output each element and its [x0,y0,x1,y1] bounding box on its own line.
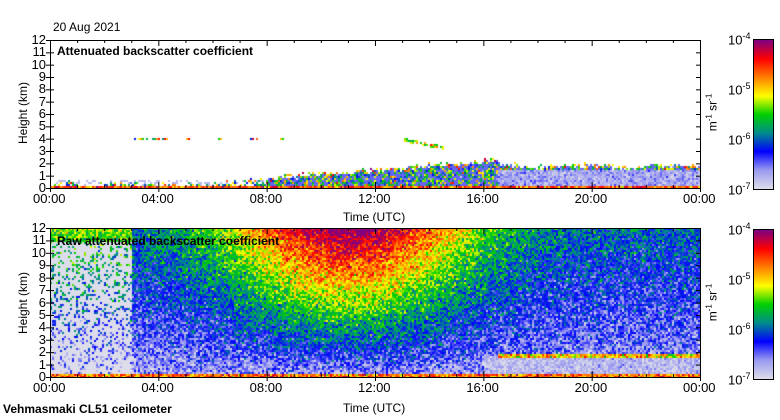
tick-base: 10 [728,82,743,98]
y-tick-label: 1 [38,356,46,372]
xlabel-bottom: Time (UTC) [343,401,406,415]
y-tick-label: 2 [38,155,46,171]
x-tick-label: 12:00 [358,380,391,395]
unit-m: m [705,121,720,132]
tick-base: 10 [728,132,743,148]
colorbar-tick-label: 10-6 [728,321,750,337]
xlabel-top: Time (UTC) [343,210,406,224]
tick-exponent: -6 [742,321,751,331]
y-tick-label: 8 [38,269,46,285]
tick-base: 10 [728,222,743,238]
tick-base: 10 [728,182,743,198]
x-tick-label: 04:00 [141,191,174,206]
y-tick-label: 6 [38,106,46,121]
x-tick-label: 08:00 [249,191,283,206]
colorbar-tick-label: 10-6 [728,131,750,147]
y-tick-label: 0 [38,180,46,195]
unit-exp: -1 [704,114,714,122]
x-tick-label: 00:00 [33,380,66,395]
panel-title-raw: Raw attenuated backscatter coefficient [57,234,280,248]
y-tick-label: 5 [38,118,46,134]
y-tick-label: 5 [38,306,46,322]
y-tick-label: 11 [32,44,47,60]
colorbar-tick-label: 10-5 [728,271,750,287]
unit-m: m [705,311,720,322]
colorbar-units: m-1 sr-1 [704,94,719,132]
colorbar-top [753,39,774,190]
colorbar-units: m-1 sr-1 [704,284,719,322]
y-tick-label: 2 [38,344,46,360]
plot-frame [50,228,701,378]
tick-exponent: -5 [742,81,751,91]
unit-exp: -1 [704,93,714,101]
tick-exponent: -4 [742,31,751,41]
y-tick-label: 6 [38,294,46,310]
heatmap-attenuated-backscatter [50,40,700,188]
colorbar-tick-label: 10-5 [728,81,750,97]
colorbar-bottom [753,229,774,380]
y-tick-label: 9 [38,69,46,84]
plot-frame [50,40,701,189]
x-tick-label: 00:00 [683,380,716,395]
x-tick-label: 00:00 [683,191,716,206]
x-tick-label: 00:00 [33,191,66,206]
tick-base: 10 [728,32,743,48]
x-tick-label: 16:00 [466,191,499,206]
y-tick-label: 4 [38,130,46,146]
y-tick-label: 12 [31,220,46,235]
tick-exponent: -7 [742,371,751,381]
tick-base: 10 [728,322,743,338]
heatmap-raw-backscatter [50,228,700,377]
y-tick-label: 1 [38,167,46,183]
y-tick-label: 10 [31,56,46,72]
y-tick-label: 8 [38,81,46,97]
x-tick-label: 04:00 [141,380,174,395]
tick-exponent: -5 [742,271,751,281]
x-tick-label: 16:00 [466,380,499,395]
colorbar-tick-label: 10-7 [728,371,750,387]
x-tick-label: 20:00 [574,380,608,395]
y-tick-label: 12 [31,32,46,47]
unit-sr: sr [705,100,720,115]
y-tick-label: 11 [32,232,47,248]
x-tick-label: 12:00 [358,191,391,206]
instrument-label: Vehmasmaki CL51 ceilometer [3,402,172,416]
tick-base: 10 [728,372,743,388]
x-tick-label: 08:00 [249,380,283,395]
y-tick-label: 3 [38,143,46,158]
colorbar-tick-label: 10-4 [728,31,750,47]
unit-exp: -1 [704,304,714,312]
y-tick-label: 0 [38,369,46,384]
colorbar-tick-label: 10-7 [728,181,750,197]
tick-exponent: -6 [742,131,751,141]
date-label: 20 Aug 2021 [53,20,121,34]
x-tick-label: 20:00 [574,191,608,206]
unit-sr: sr [705,290,720,305]
y-tick-label: 7 [38,282,46,298]
unit-exp: -1 [704,283,714,291]
tick-exponent: -7 [742,181,751,191]
panel-title-attenuated: Attenuated backscatter coefficient [57,44,254,58]
y-tick-label: 9 [38,257,46,273]
y-tick-label: 4 [38,319,46,335]
tick-exponent: -4 [742,221,751,231]
y-tick-label: 10 [31,244,46,260]
colorbar-tick-label: 10-4 [728,221,750,237]
y-tick-label: 7 [38,93,46,109]
y-tick-label: 3 [38,331,46,347]
tick-base: 10 [728,272,743,288]
